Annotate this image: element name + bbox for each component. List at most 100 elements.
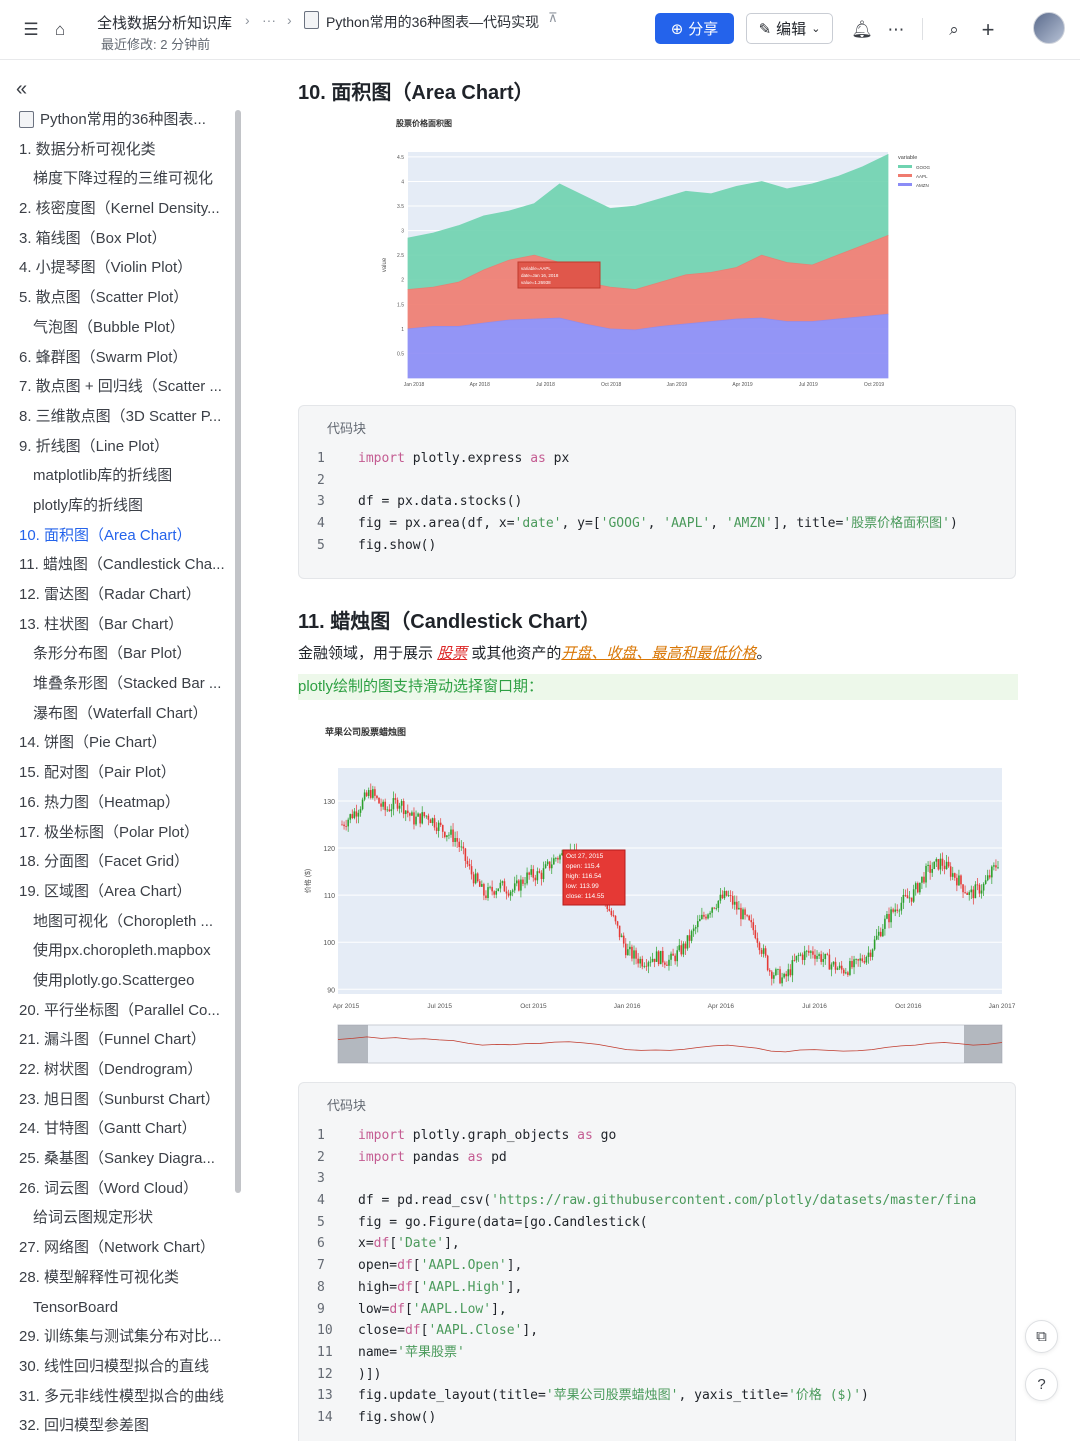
edit-button[interactable]: ✎ 编辑 ⌄ [746, 13, 833, 44]
toc-item[interactable]: 使用px.choropleth.mapbox [33, 942, 211, 960]
candle-body [402, 801, 405, 815]
toc-item[interactable]: 17. 极坐标图（Polar Plot） [19, 823, 200, 841]
line-number: 1 [317, 451, 325, 466]
candle-body [400, 801, 403, 806]
candle-body [645, 965, 648, 967]
toc-item[interactable]: 31. 多元非线性模型拟合的曲线 [19, 1387, 225, 1405]
toc-item[interactable]: 14. 饼图（Pie Chart） [19, 734, 167, 752]
toc-item[interactable]: 25. 桑基图（Sankey Diagra... [19, 1150, 215, 1168]
candle-body [744, 909, 746, 915]
toc-item[interactable]: 瀑布图（Waterfall Chart） [33, 704, 208, 722]
candle-body [941, 858, 944, 866]
search-icon[interactable]: ⌕ [949, 20, 959, 39]
candle-body [662, 950, 664, 963]
toc-item[interactable]: 2. 核密度图（Kernel Density... [19, 200, 220, 218]
toc-item[interactable]: 3. 箱线图（Box Plot） [19, 229, 167, 247]
toc-item[interactable]: 5. 散点图（Scatter Plot） [19, 289, 189, 307]
toc-item[interactable]: 21. 漏斗图（Funnel Chart） [19, 1031, 206, 1049]
toc-item[interactable]: 10. 面积图（Area Chart） [19, 526, 192, 544]
candle-body [746, 914, 748, 916]
plus-icon[interactable]: + [981, 17, 995, 42]
toc-item[interactable]: 使用plotly.go.Scattergeo [33, 971, 195, 989]
code-text: fig.show() [358, 537, 437, 553]
candle-body [914, 883, 917, 890]
candle-body [709, 912, 711, 915]
candle-body [875, 935, 878, 940]
toc-item[interactable]: 地图可视化（Choropleth ... [33, 912, 214, 930]
collapse-sidebar-icon[interactable]: « [16, 78, 28, 100]
toc-item[interactable]: matplotlib库的折线图 [33, 467, 173, 485]
candle-body [873, 939, 876, 950]
toc-item[interactable]: 28. 模型解释性可视化类 [19, 1268, 180, 1286]
toc-item[interactable]: 梯度下降过程的三维可视化 [33, 170, 214, 188]
toc-item[interactable]: 1. 数据分析可视化类 [19, 140, 156, 158]
toc-item[interactable]: 20. 平行坐标图（Parallel Co... [19, 1001, 220, 1019]
breadcrumb-root[interactable]: 全栈数据分析知识库 [97, 15, 233, 32]
toc-item[interactable]: 19. 区域图（Area Chart） [19, 882, 192, 900]
toc-item[interactable]: 15. 配对图（Pair Plot） [19, 764, 176, 782]
toc-item[interactable]: 18. 分面图（Facet Grid） [19, 853, 190, 871]
line-number: 11 [317, 1344, 333, 1360]
pin-icon[interactable]: ⊼ [548, 10, 558, 25]
more-icon[interactable]: ⋯ [887, 20, 905, 39]
toc-item[interactable]: 9. 折线图（Line Plot） [19, 437, 170, 455]
toc-item[interactable]: 气泡图（Bubble Plot） [33, 318, 185, 336]
home-icon[interactable]: ⌂ [54, 20, 66, 39]
toc-item[interactable]: 8. 三维散点图（3D Scatter P... [19, 407, 222, 425]
share-button[interactable]: ⊕ 分享 [655, 13, 734, 44]
candle-body [978, 884, 981, 894]
candle-body [729, 895, 732, 897]
toc-item[interactable]: 16. 热力图（Heatmap） [19, 793, 180, 811]
candle-body [851, 961, 853, 968]
avatar[interactable] [1033, 12, 1065, 44]
candle-body [458, 841, 461, 848]
copy-link-icon[interactable]: ⧉ [1025, 1320, 1058, 1353]
toc-item[interactable]: 22. 树状图（Dendrogram） [19, 1061, 203, 1078]
toc-item[interactable]: 4. 小提琴图（Violin Plot） [19, 259, 193, 277]
toc-item[interactable]: 11. 蜡烛图（Candlestick Cha... [19, 556, 225, 574]
code-lines[interactable]: 1 import plotly.graph_objects as go 2 impor… [299, 1125, 1015, 1429]
y-tick-label: 100 [323, 940, 335, 947]
link-prices[interactable]: 开盘、收盘、最高和最低价格 [561, 645, 757, 662]
line-number: 3 [317, 1171, 325, 1187]
toc-item[interactable]: 给词云图规定形状 [33, 1209, 154, 1227]
toc-item[interactable]: 32. 回归模型参差图 [19, 1417, 150, 1435]
toc-item[interactable]: 30. 线性回归模型拟合的直线 [19, 1357, 210, 1375]
toc-item[interactable]: 24. 甘特图（Gantt Chart） [19, 1120, 197, 1138]
toc-item[interactable]: 26. 词云图（Word Cloud） [19, 1179, 198, 1197]
code-text: close=df['AAPL.Close'], [358, 1323, 539, 1339]
tooltip-line: variable=AAPL [521, 266, 551, 271]
toc-item[interactable]: 12. 雷达图（Radar Chart） [19, 586, 201, 603]
candle-body [610, 910, 613, 916]
toc-item[interactable]: 29. 训练集与测试集分布对比... [19, 1328, 222, 1346]
toc-item[interactable]: plotly库的折线图 [33, 496, 144, 514]
toc-item[interactable]: 23. 旭日图（Sunburst Chart） [19, 1090, 220, 1108]
toc-item[interactable]: TensorBoard [33, 1298, 119, 1316]
help-icon[interactable]: ? [1025, 1368, 1058, 1401]
toc-item[interactable]: 堆叠条形图（Stacked Bar ... [33, 675, 222, 693]
candle-body [478, 881, 481, 887]
candle-body [721, 894, 724, 899]
candle-body [912, 889, 915, 902]
candle-body [641, 958, 644, 967]
candle-body [503, 881, 506, 892]
toc-item[interactable]: 6. 蜂群图（Swarm Plot） [19, 348, 188, 366]
candle-body [655, 951, 658, 962]
toc-item[interactable]: 27. 网络图（Network Chart） [19, 1239, 215, 1257]
tooltip-line: high: 116.54 [566, 873, 602, 880]
candle-body [657, 951, 660, 965]
toc-item[interactable]: 条形分布图（Bar Plot） [33, 645, 192, 663]
x-tick-label: Jul 2015 [427, 1003, 452, 1010]
candle-body [353, 811, 356, 819]
code-lines[interactable]: 1 import plotly.express as px 2 3 df = px.da… [299, 448, 1015, 556]
toc-item[interactable]: 13. 柱状图（Bar Chart） [19, 615, 184, 633]
document-title[interactable]: Python常用的36种图表—代码实现 [326, 14, 540, 30]
outline-toggle-icon[interactable]: ☰ [23, 20, 39, 39]
toc-root[interactable]: Python常用的36种图表... [0, 105, 236, 135]
y-tick-label: 110 [324, 893, 335, 900]
sidebar-scrollbar[interactable] [235, 110, 241, 1193]
toc-item[interactable]: 7. 散点图 + 回归线（Scatter ... [19, 378, 222, 396]
breadcrumb-more[interactable]: ··· [262, 12, 276, 28]
link-stocks[interactable]: 股票 [437, 645, 468, 662]
bell-icon[interactable]: 🔔︎ [851, 20, 873, 39]
